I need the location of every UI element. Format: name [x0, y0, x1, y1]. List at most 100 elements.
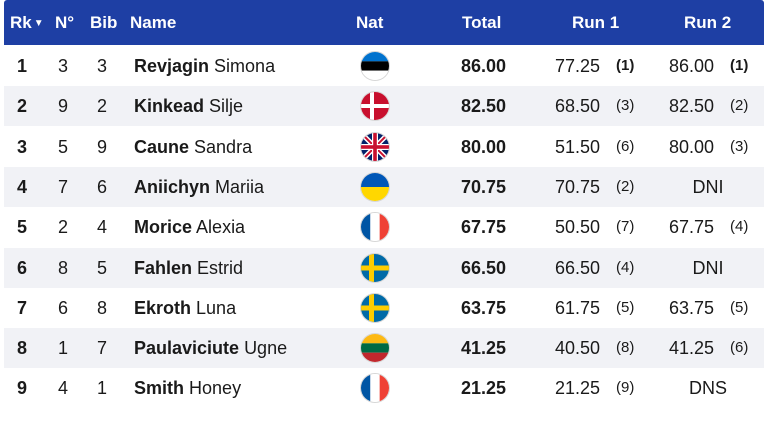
- start-number: 1: [57, 338, 68, 359]
- run2-status: DNI: [692, 176, 724, 197]
- run1-score: 50.50: [554, 217, 600, 238]
- athlete-name[interactable]: Smith Honey: [134, 368, 241, 408]
- column-header-bib[interactable]: Bib: [90, 13, 118, 32]
- athlete-last-name: Caune: [134, 136, 190, 157]
- run1-score: 70.75: [554, 176, 600, 197]
- athlete-last-name: Revjagin: [134, 56, 210, 76]
- run2-status: DNI: [692, 257, 724, 278]
- total-score: 80.00: [460, 136, 506, 157]
- table-row[interactable]: 7 6 8 Ekroth Luna 63.75 61.75 (5) 63.75 (5): [4, 288, 764, 328]
- start-number: 3: [57, 56, 68, 76]
- run1-score: 77.25: [554, 56, 600, 76]
- table-row[interactable]: 5 2 4 Morice Alexia 67.75 50.50 (7) 67.75 (4): [4, 207, 764, 247]
- run1-rank: (2): [616, 177, 635, 195]
- run2-rank: (4): [730, 218, 749, 236]
- bib-number: 9: [96, 136, 107, 157]
- column-header-number[interactable]: N°: [55, 13, 75, 32]
- run1-rank: (5): [616, 298, 635, 316]
- bib-number: 8: [96, 297, 107, 318]
- table-row[interactable]: 4 7 6 Aniichyn Mariia 70.75 70.75 (2) DNI: [4, 166, 764, 207]
- athlete-first-name: Silje: [209, 96, 244, 117]
- column-header-nation[interactable]: Nat: [356, 13, 384, 32]
- table-row[interactable]: 2 9 2 Kinkead Silje 82.50 68.50 (3) 82.50 (2): [4, 86, 764, 127]
- fra-flag-icon: [361, 213, 389, 242]
- athlete-first-name: Sandra: [194, 136, 253, 157]
- column-header-run2[interactable]: Run 2: [684, 13, 732, 32]
- start-number: 4: [57, 378, 68, 399]
- run1-rank: (9): [616, 379, 635, 397]
- athlete-name[interactable]: Paulaviciute Ugne: [134, 328, 287, 368]
- run2-score: 67.75: [668, 217, 714, 238]
- run1-score: 40.50: [554, 338, 600, 359]
- table-header: Rk ▼ N° Bib Name Nat Total Run 1 Run 2: [4, 0, 764, 45]
- rank: 4: [16, 176, 27, 197]
- est-flag-icon: [361, 52, 389, 80]
- run2-score: 86.00: [668, 56, 714, 76]
- fra-flag-icon: [361, 374, 389, 403]
- table-row[interactable]: 3 5 9 Caune Sandra 80.00 51.50 (6) 80.00 (3): [4, 127, 764, 167]
- run1-score: 21.25: [554, 378, 600, 399]
- table-row[interactable]: 8 1 7 Paulaviciute Ugne 41.25 40.50 (8) 41.25 (6…: [4, 328, 764, 369]
- athlete-name[interactable]: Ekroth Luna: [134, 288, 236, 328]
- ukr-flag-icon: [361, 172, 389, 201]
- athlete-last-name: Aniichyn: [134, 176, 211, 197]
- run2-status: DNS: [688, 378, 727, 399]
- run2-rank: (3): [730, 137, 749, 155]
- run2-score: 41.25: [668, 338, 714, 359]
- bib-number: 7: [96, 338, 107, 359]
- rank: 7: [16, 297, 27, 318]
- column-header-rank[interactable]: Rk ▼: [10, 0, 44, 45]
- run1-rank: (1): [616, 57, 635, 74]
- column-header-name[interactable]: Name: [130, 13, 177, 32]
- total-score: 21.25: [460, 378, 506, 399]
- run1-rank: (4): [616, 258, 635, 276]
- athlete-first-name: Estrid: [197, 257, 244, 278]
- total-score: 41.25: [460, 338, 506, 359]
- total-score: 86.00: [460, 56, 506, 76]
- rank: 6: [16, 257, 27, 278]
- athlete-first-name: Mariia: [215, 176, 265, 197]
- bib-number: 6: [96, 176, 107, 197]
- run2-rank: (6): [730, 339, 749, 357]
- run1-rank: (8): [616, 339, 635, 357]
- run1-score: 61.75: [554, 297, 600, 318]
- total-score: 66.50: [460, 257, 506, 278]
- run1-score: 66.50: [554, 257, 600, 278]
- athlete-first-name: Alexia: [196, 217, 246, 238]
- rank: 3: [16, 136, 27, 157]
- total-score: 70.75: [460, 176, 506, 197]
- bib-number: 5: [96, 257, 107, 278]
- athlete-first-name: Ugne: [244, 338, 288, 359]
- run2-rank: (1): [730, 57, 749, 74]
- swe-flag-icon: [361, 293, 389, 322]
- column-header-total[interactable]: Total: [462, 13, 502, 32]
- run2-rank: (2): [730, 97, 749, 115]
- rank: 5: [16, 217, 27, 238]
- athlete-last-name: Fahlen: [134, 257, 193, 278]
- den-flag-icon: [361, 92, 389, 121]
- table-row[interactable]: 9 4 1 Smith Honey 21.25 21.25 (9) DNS: [4, 368, 764, 408]
- athlete-last-name: Ekroth: [134, 297, 192, 318]
- athlete-name[interactable]: Fahlen Estrid: [134, 248, 243, 288]
- start-number: 7: [57, 176, 68, 197]
- athlete-first-name: Honey: [189, 378, 242, 399]
- start-number: 2: [57, 217, 68, 238]
- start-number: 8: [57, 257, 68, 278]
- total-score: 63.75: [460, 297, 506, 318]
- table-row[interactable]: 6 8 5 Fahlen Estrid 66.50 66.50 (4) DNI: [4, 247, 764, 288]
- rank: 8: [16, 338, 27, 359]
- athlete-name[interactable]: Revjagin Simona: [134, 46, 275, 86]
- total-score: 67.75: [460, 217, 506, 238]
- table-row[interactable]: 1 3 3 Revjagin Simona 86.00 77.25 (1) 86.00 (1): [4, 46, 764, 86]
- athlete-last-name: Kinkead: [134, 96, 205, 117]
- athlete-name[interactable]: Aniichyn Mariia: [134, 167, 264, 207]
- athlete-name[interactable]: Morice Alexia: [134, 207, 245, 247]
- athlete-first-name: Simona: [214, 56, 276, 76]
- bib-number: 2: [96, 96, 107, 117]
- run1-score: 68.50: [554, 96, 600, 117]
- athlete-name[interactable]: Caune Sandra: [134, 127, 252, 167]
- athlete-name[interactable]: Kinkead Silje: [134, 86, 243, 126]
- athlete-last-name: Morice: [134, 217, 193, 238]
- column-header-run1[interactable]: Run 1: [572, 13, 620, 32]
